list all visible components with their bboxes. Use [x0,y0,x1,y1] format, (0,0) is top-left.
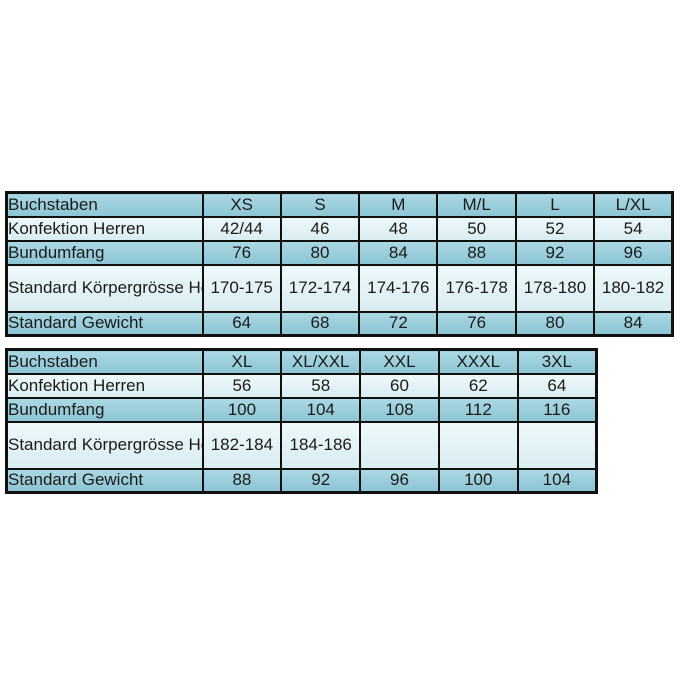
table-row: Bundumfang 100 104 108 112 116 [5,396,598,423]
value-cell: 182-184 [201,420,283,470]
size-table-letters-xs-lxl: Buchstaben XS S M M/L L L/XL Konfektion Herren 4… [5,191,674,337]
value-cell: 56 [201,372,283,399]
size-header-cell: XS [201,191,282,218]
size-table-2-body: Buchstaben XL XL/XXL XXL XXXL 3XL Konfektion H… [5,348,598,494]
row-label: Standard Körpergrösse Herren in cm [5,263,204,313]
row-label: Standard Gewicht [5,310,204,337]
value-cell: 100 [437,467,519,494]
size-table-1-body: Buchstaben XS S M M/L L L/XL Konfektion Herren 4… [5,191,674,337]
value-cell: 104 [280,396,362,423]
size-header-cell: M [358,191,439,218]
value-cell: 42/44 [201,215,282,242]
value-cell: 92 [514,239,596,266]
table-row: Buchstaben XL XL/XXL XXL XXXL 3XL [5,348,598,375]
value-cell: 64 [201,310,282,337]
value-cell: 50 [436,215,517,242]
table-row: Konfektion Herren 42/44 46 48 50 52 54 [5,215,674,242]
row-label: Standard Gewicht [5,467,204,494]
value-cell: 100 [201,396,283,423]
value-cell: 76 [436,310,517,337]
table-row: Standard Gewicht 88 92 96 100 104 [5,467,598,494]
value-cell: 80 [514,310,596,337]
value-cell [359,420,440,470]
value-cell: 88 [436,239,517,266]
size-header-cell: XL/XXL [280,348,362,375]
size-table-letters-xl-3xl: Buchstaben XL XL/XXL XXL XXXL 3XL Konfektion H… [5,348,598,494]
value-cell [516,420,598,470]
row-label: Konfektion Herren [5,215,204,242]
table-row: Standard Körpergrösse Herren in cm182-18… [5,420,598,470]
value-cell: 64 [516,372,598,399]
size-header-cell: 3XL [516,348,598,375]
value-cell: 84 [593,310,674,337]
size-header-cell: L/XL [593,191,674,218]
row-label: Buchstaben [5,191,204,218]
table-row: Buchstaben XS S M M/L L L/XL [5,191,674,218]
table-row: Bundumfang 76 80 84 88 92 96 [5,239,674,266]
value-cell: 52 [514,215,596,242]
value-cell: 180-182 [593,263,674,313]
value-cell: 54 [593,215,674,242]
size-header-cell: L [514,191,596,218]
value-cell: 92 [280,467,362,494]
value-cell: 176-178 [436,263,517,313]
value-cell: 108 [359,396,440,423]
value-cell: 58 [280,372,362,399]
value-cell: 60 [359,372,440,399]
row-label: Bundumfang [5,396,204,423]
size-header-cell: XXL [359,348,440,375]
value-cell: 80 [279,239,361,266]
value-cell: 46 [279,215,361,242]
table-row: Standard Gewicht 64 68 72 76 80 84 [5,310,674,337]
size-header-cell: M/L [436,191,517,218]
value-cell: 104 [516,467,598,494]
value-cell: 88 [201,467,283,494]
row-label: Bundumfang [5,239,204,266]
value-cell: 112 [437,396,519,423]
value-cell: 170-175 [201,263,282,313]
value-cell: 72 [358,310,439,337]
value-cell: 172-174 [279,263,361,313]
value-cell: 178-180 [514,263,596,313]
value-cell: 76 [201,239,282,266]
row-label: Buchstaben [5,348,204,375]
value-cell: 68 [279,310,361,337]
value-cell: 96 [593,239,674,266]
table-row: Konfektion Herren 56 58 60 62 64 [5,372,598,399]
row-label: Standard Körpergrösse Herren in cm [5,420,204,470]
value-cell: 48 [358,215,439,242]
row-label: Konfektion Herren [5,372,204,399]
table-row: Standard Körpergrösse Herren in cm170-17… [5,263,674,313]
size-header-cell: XXXL [437,348,519,375]
value-cell: 62 [437,372,519,399]
value-cell [437,420,519,470]
value-cell: 96 [359,467,440,494]
value-cell: 116 [516,396,598,423]
value-cell: 174-176 [358,263,439,313]
size-header-cell: XL [201,348,283,375]
value-cell: 84 [358,239,439,266]
size-header-cell: S [279,191,361,218]
value-cell: 184-186 [280,420,362,470]
